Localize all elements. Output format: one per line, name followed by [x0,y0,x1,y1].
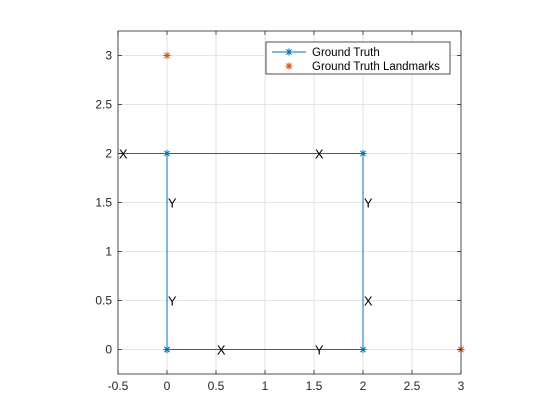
y-tick-label: 0.5 [95,294,112,308]
y-tick-label: 3 [105,49,112,63]
data-point [163,149,171,158]
y-tick-label: 2.5 [95,98,112,112]
legend-asterisk [285,62,293,70]
annotation-label: X [364,294,373,309]
annotation-label: Y [168,196,177,211]
data-point [163,345,171,354]
legend: Ground Truth Ground Truth Landmarks [265,41,451,75]
x-tick-label: 2 [360,379,367,393]
annotations: X Y Y X X Y X Y [119,147,373,358]
legend-label-ground-truth: Ground Truth [312,47,380,59]
annotation-label: Y [364,196,373,211]
series-0 [163,149,367,354]
x-tick-label: 1 [262,379,269,393]
x-tick-label: 2.5 [404,379,421,393]
legend-box [265,41,451,75]
x-tick-label: 1.5 [306,379,323,393]
annotation-label: Y [168,294,177,309]
y-tick-label: 1.5 [95,196,112,210]
annotation-label: X [119,147,128,162]
legend-asterisk [285,48,293,56]
legend-marker-ground-truth-landmarks [285,62,293,70]
data-point [359,345,367,354]
y-tick-label: 2 [105,147,112,161]
x-tick-label: -0.5 [108,379,129,393]
x-tick-label: 0 [164,379,171,393]
data-point [163,51,171,60]
y-tick-label: 0 [105,343,112,357]
y-tick-label: 1 [105,245,112,259]
ticks: -0.5 0 0.5 1 1.5 2 2.5 3 0 0.5 1 1.5 2 2.5 3 [95,31,465,393]
annotation-label: Y [315,343,324,358]
x-tick-label: 0.5 [208,379,225,393]
legend-marker-ground-truth [285,48,293,56]
data-point [359,149,367,158]
legend-label-ground-truth-landmarks: Ground Truth Landmarks [312,61,440,73]
annotation-label: X [217,343,226,358]
x-tick-label: 3 [458,379,465,393]
annotation-label: X [315,147,324,162]
